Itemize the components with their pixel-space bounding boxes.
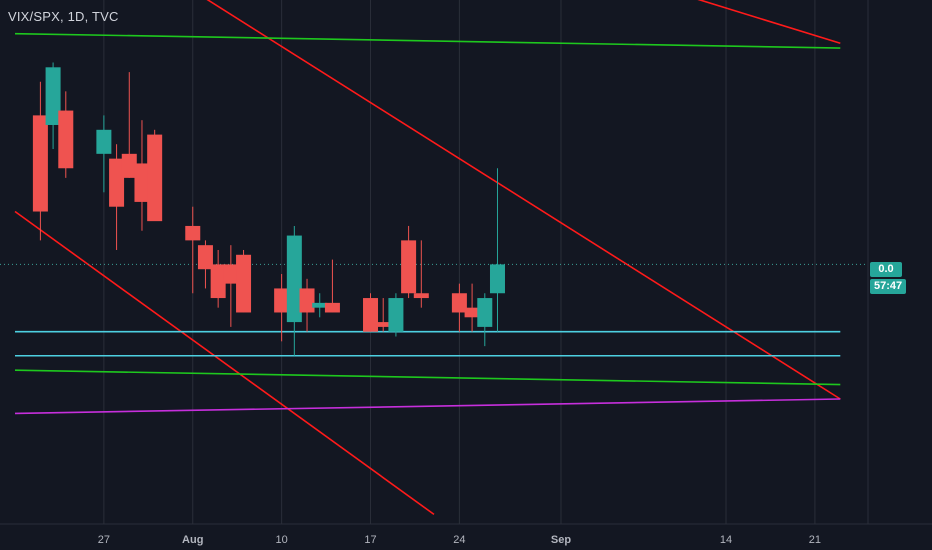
magenta-support-line — [14, 398, 841, 415]
candle — [185, 206, 201, 294]
candle-body — [134, 163, 150, 202]
candle-body — [324, 302, 340, 313]
candle-body — [299, 288, 315, 313]
candle — [96, 115, 112, 193]
candle — [109, 144, 125, 250]
x-tick-label: 17 — [364, 534, 376, 546]
candle — [197, 240, 213, 289]
candle — [147, 129, 163, 222]
x-tick-label: 14 — [720, 534, 732, 546]
drawn-trendlines — [14, 0, 841, 516]
candle-body — [236, 254, 252, 313]
candle-body — [401, 240, 417, 294]
candle-body — [477, 298, 493, 327]
candle — [286, 225, 302, 356]
candle-body — [109, 158, 125, 207]
candle — [58, 91, 74, 178]
candle-body — [413, 293, 429, 299]
channel-lower-line — [14, 210, 435, 516]
candle — [324, 259, 340, 313]
bar-countdown-tag: 57:47 — [870, 279, 907, 294]
candle — [451, 283, 467, 332]
time-axis: 27 Aug 10 17 24 Sep 14 21 — [98, 534, 821, 546]
candle-body — [274, 288, 290, 313]
x-tick-label: 24 — [453, 534, 465, 546]
candle — [210, 249, 226, 308]
candle-body — [147, 134, 163, 222]
candle — [236, 249, 252, 313]
candle-body — [58, 110, 74, 169]
channel-upper-line — [697, 0, 841, 45]
candle-body — [388, 298, 404, 332]
candle-body — [363, 298, 379, 332]
candle-body — [32, 115, 48, 212]
x-tick-label: 27 — [98, 534, 110, 546]
candle — [134, 120, 150, 231]
candle-body — [489, 264, 505, 294]
candle — [45, 62, 61, 150]
symbol-title[interactable]: VIX/SPX, 1D, TVC — [8, 9, 119, 24]
candles — [32, 62, 505, 356]
grid — [103, 0, 816, 524]
candle — [299, 278, 315, 332]
candle — [477, 293, 493, 347]
x-tick-label: Sep — [551, 534, 571, 546]
candle-body — [223, 264, 239, 284]
candle — [312, 293, 328, 318]
candle — [388, 293, 404, 337]
candle — [375, 298, 391, 332]
candle-body — [312, 302, 328, 308]
candle-body — [121, 153, 137, 178]
candle-body — [375, 322, 391, 327]
candle — [274, 274, 290, 342]
candle-body — [96, 129, 112, 154]
x-tick-label: 10 — [276, 534, 288, 546]
candle — [489, 168, 505, 332]
candle — [401, 225, 417, 299]
candle-body — [286, 235, 302, 323]
candle-body — [451, 293, 467, 313]
candle-body — [464, 307, 480, 318]
candle-body — [185, 225, 201, 241]
candle — [464, 283, 480, 332]
green-resistance-line — [14, 32, 841, 49]
candle — [223, 245, 239, 327]
candle — [363, 293, 379, 332]
candle — [32, 81, 48, 241]
candle-body — [210, 264, 226, 299]
x-tick-label: Aug — [182, 534, 203, 546]
candle-body — [197, 245, 213, 270]
x-tick-label: 21 — [809, 534, 821, 546]
candle — [413, 240, 429, 308]
candle — [121, 72, 137, 178]
last-value-tag: 0.0 — [870, 262, 902, 277]
candle-body — [45, 67, 61, 125]
green-support-line — [14, 369, 841, 386]
